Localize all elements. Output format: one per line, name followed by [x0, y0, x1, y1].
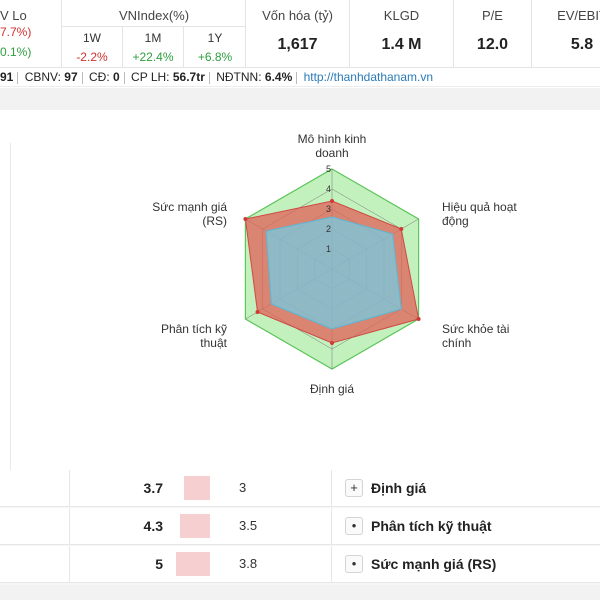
vnindex-divider — [62, 26, 246, 27]
cd-value: 0 — [113, 70, 120, 84]
section-divider-band — [0, 88, 600, 110]
criteria-label: Sức mạnh giá (RS) — [371, 556, 497, 572]
radar-axis-label: doanh — [315, 146, 348, 160]
criteria-label: Phân tích kỹ thuật — [371, 518, 492, 534]
vnindex-period-1m: 1M +22.4% — [123, 27, 184, 68]
market-cap-cell: Vốn hóa (tỷ) 1,617 — [246, 0, 350, 68]
average-score: 3.5 — [239, 518, 258, 533]
period-value: +6.8% — [197, 50, 233, 64]
period-label: 1Y — [207, 31, 223, 45]
ev-ebit-label: EV/EBIT — [557, 8, 600, 23]
radar-axis-label: Mô hình kinh — [298, 132, 367, 146]
radar-ring-label: 4 — [326, 184, 331, 194]
volume-label: KLGD — [383, 8, 420, 23]
radar-point-company — [330, 199, 334, 203]
company-score: 4.3 — [143, 518, 163, 534]
table-row: 3.7 3 + Định giá — [0, 470, 600, 507]
cplh-label: CP LH: — [131, 70, 170, 84]
ndtnn-label: NĐTNN: — [216, 70, 262, 84]
period-value: +22.4% — [132, 50, 174, 64]
radar-panel: 1 2 3 4 5 Mô hình kinh doanh Hiệu quả hoạt động S… — [0, 110, 600, 580]
period-label: 1W — [83, 31, 101, 45]
market-cap-label: Vốn hóa (tỷ) — [262, 8, 333, 23]
bullet-button[interactable]: • — [345, 555, 363, 573]
pe-label: P/E — [482, 8, 503, 23]
company-score: 3.7 — [143, 480, 163, 496]
score-bar — [180, 514, 210, 538]
radar-axis-label: Sức mạnh giá — [152, 200, 227, 214]
stats-bar: V Lo 7.7%) 0.1%) VNIndex(%) 1W -2.2% 1M … — [0, 0, 600, 68]
vnindex-title: VNIndex(%) — [118, 8, 190, 23]
radar-point-company — [399, 227, 404, 231]
radar-axis-label: thuật — [200, 336, 227, 350]
period-value: -2.2% — [76, 50, 108, 64]
radar-series-average — [265, 216, 402, 330]
ev-ebit-value: 5.8 — [570, 36, 594, 53]
radar-axis-label: Sức khỏe tài — [442, 322, 509, 336]
low-stat-value-1: 7.7%) — [0, 25, 32, 39]
radar-ring-label: 1 — [326, 244, 331, 254]
cplh-value: 56.7tr — [172, 70, 205, 84]
table-row: 5 3.8 • Sức mạnh giá (RS) — [0, 546, 600, 583]
radar-ring-label: 5 — [326, 164, 331, 174]
low-stat-value-2: 0.1%) — [0, 45, 32, 59]
average-score: 3 — [239, 480, 247, 495]
radar-axis-label: (RS) — [202, 214, 227, 228]
average-score: 3.8 — [239, 556, 258, 571]
radar-axis-label: Phân tích kỹ — [161, 322, 227, 336]
cd-label: CĐ: — [88, 70, 110, 84]
vnindex-period-1w: 1W -2.2% — [62, 27, 123, 68]
score-table: 3.7 3 + Định giá 4.3 3.5 • Phân tích kỹ … — [0, 470, 600, 585]
market-cap-value: 1,617 — [277, 36, 318, 53]
info-prefix: 91 — [0, 70, 14, 84]
company-score: 5 — [155, 556, 163, 572]
radar-point-company — [416, 317, 421, 321]
radar-axis-label: động — [442, 214, 469, 228]
pe-cell: P/E 12.0 — [454, 0, 532, 68]
radar-point-company — [255, 310, 260, 314]
low-stat-label: V Lo — [0, 8, 27, 23]
ndtnn-value: 6.4% — [264, 70, 293, 84]
cbnv-value: 97 — [64, 70, 78, 84]
company-info-line: 91 CBNV: 97 CĐ: 0 CP LH: 56.7tr NĐTNN: 6… — [0, 68, 600, 87]
score-bar — [176, 552, 210, 576]
vnindex-period-1y: 1Y +6.8% — [184, 27, 246, 68]
ev-ebit-cell: EV/EBIT 5.8 — [532, 0, 600, 68]
score-bar — [183, 476, 210, 500]
website-link[interactable]: http://thanhdathanam.vn — [303, 70, 434, 84]
radar-axis-label: chính — [442, 336, 471, 350]
volume-cell: KLGD 1.4 M — [350, 0, 454, 68]
radar-ring-label: 2 — [326, 224, 331, 234]
radar-axis-label: Hiệu quả hoạt — [442, 200, 517, 214]
period-label: 1M — [144, 31, 162, 45]
vnindex-cell: VNIndex(%) 1W -2.2% 1M +22.4% 1Y +6.8% — [62, 0, 246, 68]
low-stat-cell: V Lo 7.7%) 0.1%) — [0, 0, 62, 68]
volume-value: 1.4 M — [381, 36, 422, 53]
pe-value: 12.0 — [476, 36, 509, 53]
radar-point-company — [243, 217, 248, 221]
expand-button[interactable]: + — [345, 479, 363, 497]
radar-axis-label: Định giá — [310, 382, 354, 396]
criteria-label: Định giá — [371, 480, 427, 496]
cbnv-label: CBNV: — [24, 70, 61, 84]
page-bottom — [0, 585, 600, 600]
radar-point-company — [330, 341, 334, 345]
table-row: 4.3 3.5 • Phân tích kỹ thuật — [0, 508, 600, 545]
radar-ring-label: 3 — [326, 204, 331, 214]
bullet-button[interactable]: • — [345, 517, 363, 535]
